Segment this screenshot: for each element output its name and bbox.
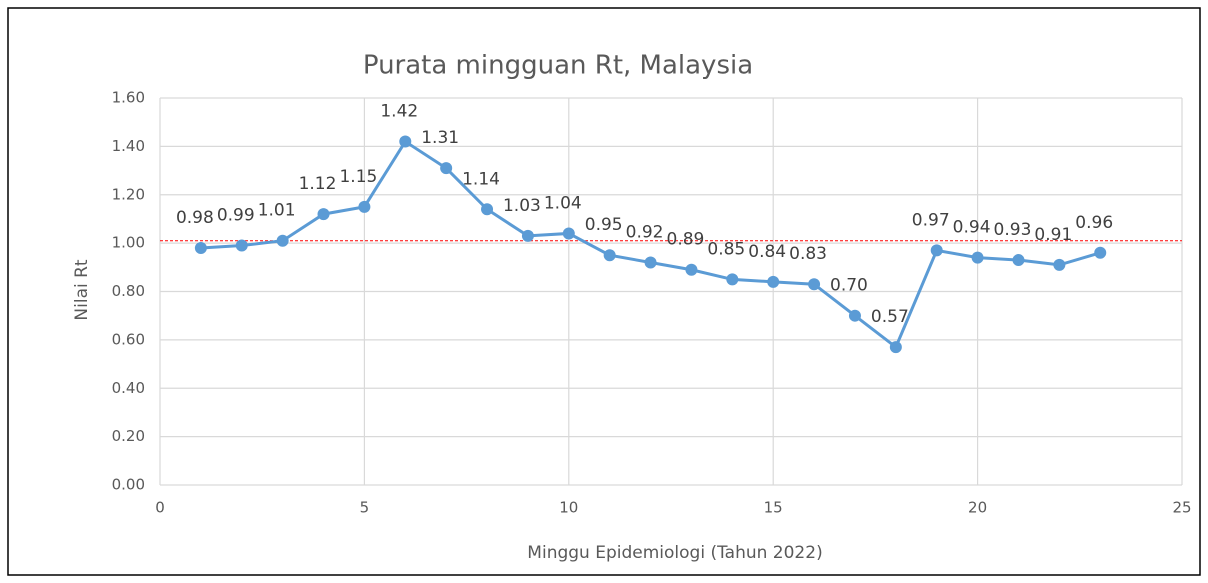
data-label: 1.14	[462, 169, 500, 189]
y-tick-label: 0.40	[112, 379, 145, 397]
data-label: 0.83	[789, 244, 827, 264]
x-tick-label: 20	[968, 499, 987, 517]
x-axis-label: Minggu Epidemiologi (Tahun 2022)	[527, 543, 822, 563]
data-label: 0.95	[585, 215, 623, 235]
data-label: 1.04	[544, 193, 582, 213]
data-label: 1.12	[299, 174, 337, 194]
data-point	[194, 241, 207, 254]
data-label: 1.42	[380, 102, 418, 122]
y-axis-label: Nilai Rt	[72, 259, 92, 321]
x-tick-label: 0	[155, 499, 165, 517]
y-tick-label: 0.60	[112, 330, 145, 348]
data-point	[521, 229, 534, 242]
x-tick-label: 10	[559, 499, 578, 517]
data-point	[889, 341, 902, 354]
data-label: 0.70	[830, 276, 868, 296]
data-label: 0.92	[626, 222, 664, 242]
data-point	[399, 135, 412, 148]
x-tick-label: 15	[764, 499, 783, 517]
data-label: 0.94	[953, 218, 991, 238]
data-point	[358, 200, 371, 213]
y-tick-label: 1.60	[112, 89, 145, 107]
data-label: 1.31	[421, 128, 459, 148]
data-point	[481, 203, 494, 216]
data-label: 0.85	[707, 239, 745, 259]
data-label: 0.84	[748, 242, 786, 262]
data-label: 0.97	[912, 210, 950, 230]
data-label: 0.99	[217, 206, 255, 226]
data-point	[808, 278, 821, 291]
data-point	[848, 309, 861, 322]
data-point	[603, 249, 616, 262]
data-point	[1012, 254, 1025, 267]
data-point	[726, 273, 739, 286]
y-tick-label: 0.80	[112, 282, 145, 300]
data-label: 1.03	[503, 196, 541, 216]
data-point	[235, 239, 248, 252]
x-tick-label: 25	[1172, 499, 1191, 517]
data-label: 0.57	[871, 307, 909, 327]
data-point	[930, 244, 943, 257]
data-point	[440, 162, 453, 175]
data-label: 1.01	[258, 201, 296, 221]
data-point	[317, 208, 330, 221]
y-tick-label: 1.00	[112, 234, 145, 252]
data-point	[562, 227, 575, 240]
data-label: 0.96	[1075, 213, 1113, 233]
x-tick-label: 5	[360, 499, 370, 517]
data-label: 0.93	[994, 220, 1032, 240]
y-tick-label: 0.00	[112, 476, 145, 494]
data-point	[644, 256, 657, 269]
data-point	[1094, 246, 1107, 259]
data-point	[276, 234, 289, 247]
data-label: 0.98	[176, 208, 214, 228]
y-tick-label: 1.40	[112, 137, 145, 155]
data-point	[1053, 258, 1066, 271]
data-point	[971, 251, 984, 264]
chart-title: Purata mingguan Rt, Malaysia	[363, 51, 753, 81]
data-point	[767, 275, 780, 288]
y-tick-label: 1.20	[112, 185, 145, 203]
data-label: 1.15	[339, 167, 377, 187]
data-label: 0.89	[667, 230, 705, 250]
data-label: 0.91	[1034, 225, 1072, 245]
data-point	[685, 263, 698, 276]
y-tick-label: 0.20	[112, 427, 145, 445]
